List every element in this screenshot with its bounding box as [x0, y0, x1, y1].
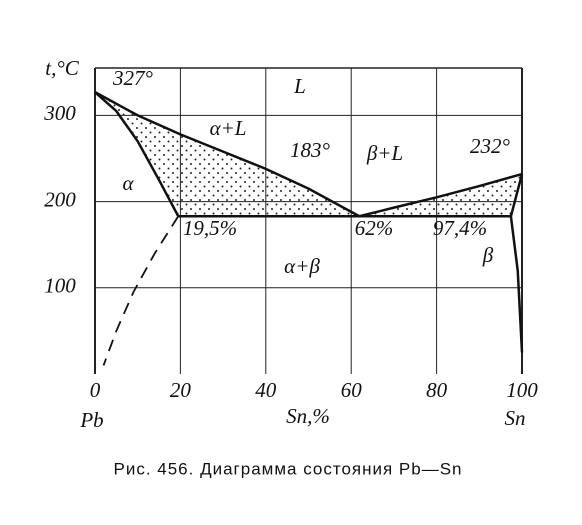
annotation: α+L — [210, 116, 247, 140]
x-tick-label: 40 — [255, 378, 277, 402]
phase-boundary — [359, 172, 523, 218]
annotation: 19,5% — [183, 216, 237, 240]
caption: Рис. 456. Диаграмма состояния Pb—Sn — [113, 459, 462, 478]
x-right-label: Sn — [505, 406, 526, 430]
annotation: 327° — [112, 66, 154, 90]
annotation: β — [482, 243, 494, 267]
two-phase-region — [359, 174, 522, 217]
annotation: β+L — [366, 141, 403, 165]
x-tick-label: 20 — [170, 378, 192, 402]
annotation: 97,4% — [433, 216, 487, 240]
phase-boundary — [509, 216, 524, 353]
x-tick-label: 80 — [426, 378, 448, 402]
phase-boundary — [94, 91, 360, 218]
phase-boundary — [94, 91, 180, 217]
annotation: 232° — [470, 134, 511, 158]
x-tick-label: 60 — [341, 378, 363, 402]
annotation: α+β — [284, 254, 320, 278]
y-axis-label: t,°C — [45, 56, 79, 80]
x-left-label: Pb — [79, 408, 103, 432]
y-tick-label: 100 — [44, 274, 76, 298]
x-tick-label: 0 — [90, 378, 101, 402]
y-tick-label: 300 — [43, 101, 76, 125]
x-axis-label: Sn,% — [286, 404, 330, 428]
annotation: L — [293, 74, 306, 98]
annotation: α — [122, 171, 134, 195]
phase-boundary — [509, 173, 524, 217]
y-tick-label: 200 — [44, 187, 76, 211]
annotation: 183° — [290, 138, 331, 162]
annotation: 62% — [355, 216, 394, 240]
phase-boundary — [102, 215, 180, 366]
x-tick-label: 100 — [506, 378, 538, 402]
